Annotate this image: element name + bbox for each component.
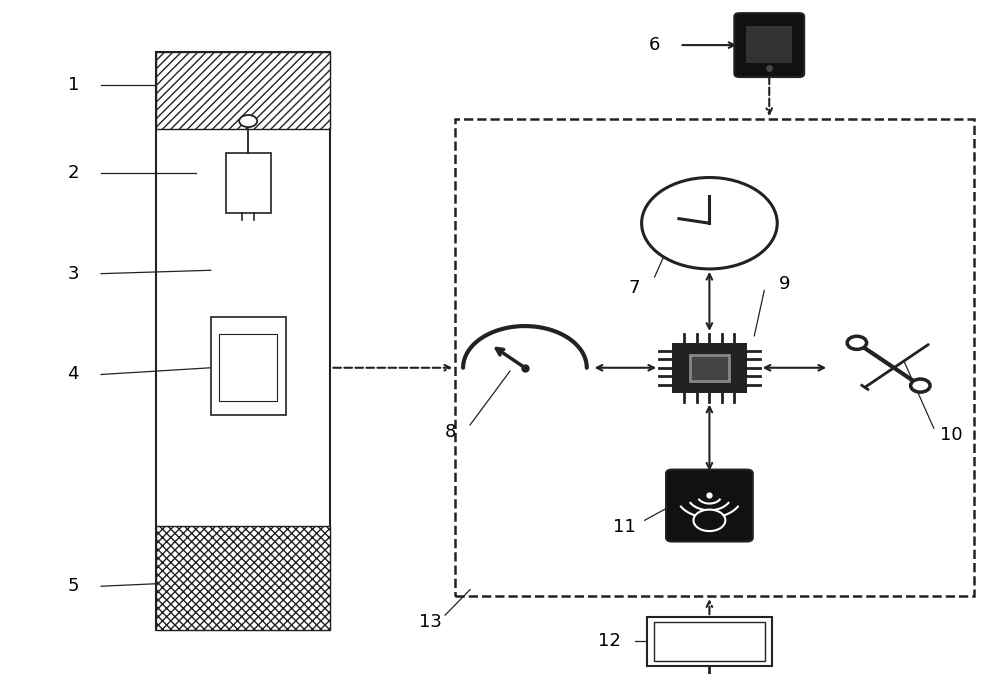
Bar (156, 526, 330, 630)
Bar (156, 52, 330, 630)
Text: 10: 10 (940, 426, 963, 444)
Text: 3: 3 (67, 265, 79, 283)
Circle shape (911, 379, 930, 392)
Bar (455, 119, 974, 596)
Text: 11: 11 (613, 518, 636, 536)
Circle shape (847, 336, 867, 350)
Circle shape (693, 510, 725, 531)
Circle shape (642, 178, 777, 269)
FancyBboxPatch shape (734, 13, 804, 77)
Circle shape (239, 115, 257, 127)
Text: 2: 2 (67, 164, 79, 182)
Bar (647, 617, 772, 666)
Bar (156, 52, 330, 129)
Text: 5: 5 (67, 577, 79, 595)
Text: 6: 6 (649, 36, 660, 54)
Text: 7: 7 (629, 279, 640, 298)
Bar (746, 26, 792, 63)
Bar (226, 153, 271, 213)
Text: 12: 12 (598, 632, 621, 650)
Bar (672, 342, 747, 393)
Text: 1: 1 (68, 76, 79, 95)
FancyBboxPatch shape (666, 470, 753, 541)
Bar (219, 334, 277, 402)
Text: 4: 4 (67, 365, 79, 383)
Bar (690, 354, 729, 381)
Bar (211, 317, 286, 415)
Text: 9: 9 (778, 275, 790, 293)
Text: 8: 8 (444, 423, 456, 441)
Text: 13: 13 (419, 613, 442, 631)
Bar (654, 622, 765, 661)
